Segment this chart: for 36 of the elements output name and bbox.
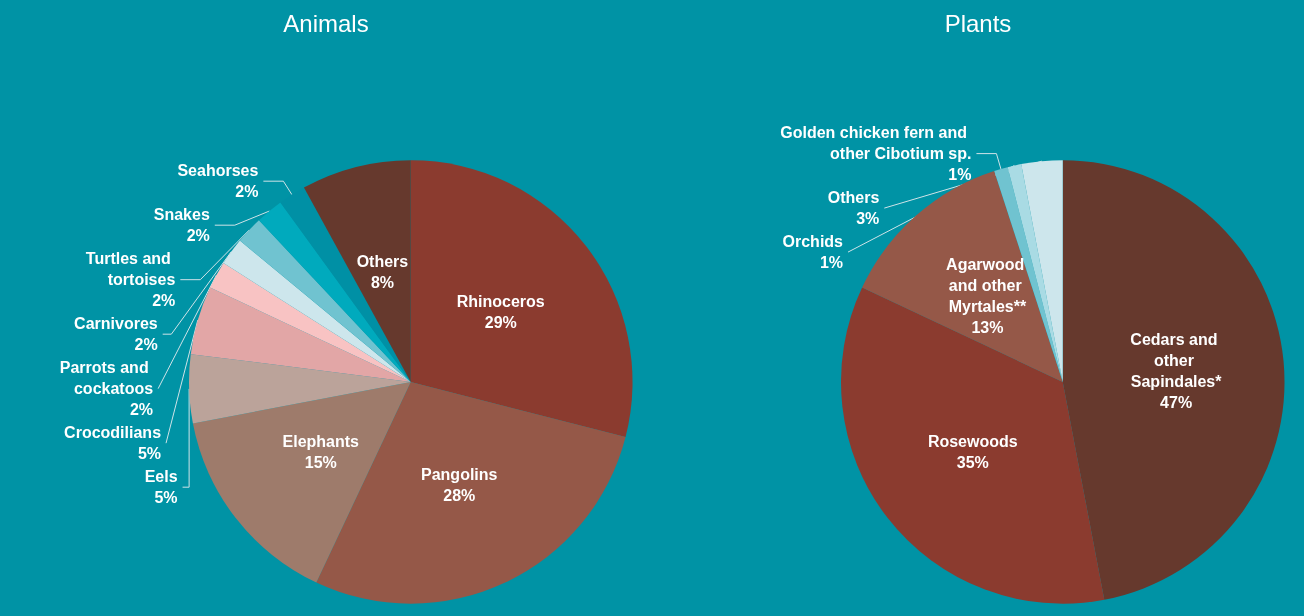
data-label: 1% [948,166,972,184]
data-label: 28% [443,486,476,504]
data-label: 2% [134,336,158,354]
data-label: 8% [370,273,394,291]
chart-title: Animals [283,9,369,37]
data-label: 29% [484,314,517,332]
data-label: 13% [971,319,1004,337]
slice-label: Others [356,252,409,270]
slice-label: Others [827,189,880,207]
slice-label: Agarwood and other Myrtales** [946,256,1029,316]
slice-label: Crocodilians [64,424,162,442]
slice-label: Snakes [153,206,210,224]
data-label: 2% [235,183,259,201]
data-label: 2% [186,227,210,245]
data-label: 5% [137,445,162,463]
slice-label: Carnivores [74,315,158,333]
data-label: 2% [152,292,176,310]
data-label: 3% [856,210,880,228]
slice-label: Orchids [782,233,844,251]
slice-label: Elephants [282,432,360,450]
slice-label: Turtles and tortoises [85,250,176,289]
data-label: 15% [304,453,337,471]
slice-label: Rosewoods [927,432,1018,450]
chart-title: Plants [944,9,1012,37]
slice-label: Golden chicken fern and other Cibotium sp. [780,124,972,163]
slice-label: Rhinoceros [456,293,545,311]
data-label: 2% [129,401,154,419]
data-label: 47% [1160,394,1193,412]
data-label: 5% [154,489,178,507]
slice-label: Pangolins [421,465,498,483]
slice-label: Eels [144,468,178,486]
slice-label: Parrots and cockatoos [59,359,154,398]
data-label: 35% [956,453,989,471]
slice-label: Seahorses [177,162,259,180]
slice-label: Cedars and other Sapindales* [1130,331,1223,391]
data-label: 1% [819,254,844,272]
